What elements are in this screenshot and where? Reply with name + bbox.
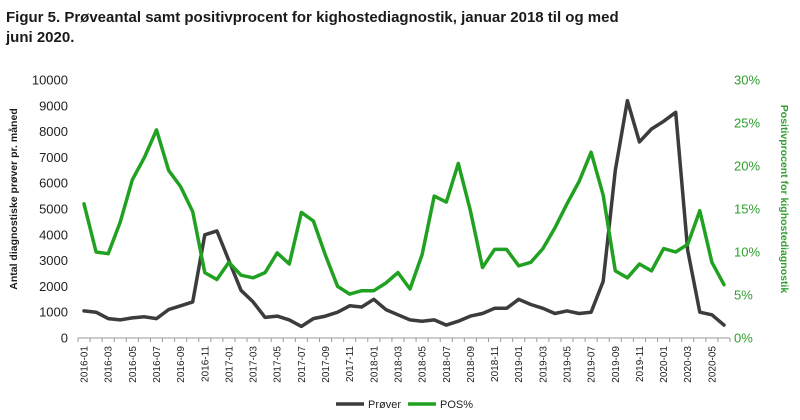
y-left-tick-label: 9000: [39, 98, 68, 113]
x-tick-label: 2016-05: [128, 346, 139, 383]
x-tick-label: 2020-01: [659, 346, 670, 383]
y-right-tick-label: 0%: [734, 331, 753, 346]
x-tick-label: 2017-05: [273, 346, 284, 383]
x-tick-label: 2016-01: [80, 346, 91, 383]
legend-label-prover: Prøver: [368, 399, 401, 411]
chart-title: Figur 5. Prøveantal samt positivprocent …: [6, 9, 619, 46]
x-tick-label: 2016-07: [152, 346, 163, 383]
legend: Prøver POS%: [336, 399, 473, 411]
x-tick-label: 2018-09: [466, 346, 477, 383]
x-tick-label: 2019-03: [538, 346, 549, 383]
series-lines: [82, 98, 726, 329]
y-right-tick-label: 30%: [734, 73, 760, 88]
x-tick-label: 2018-05: [418, 346, 429, 383]
x-tick-label: 2020-03: [683, 346, 694, 383]
x-tick-label: 2019-07: [587, 346, 598, 383]
x-tick-label: 2017-09: [321, 346, 332, 383]
x-tick-label: 2016-09: [176, 346, 187, 383]
x-tick-label: 2019-09: [611, 346, 622, 383]
y-right-tick-label: 20%: [734, 159, 760, 174]
y-left-tick-label: 6000: [39, 176, 68, 191]
y-left-tick-label: 8000: [39, 124, 68, 139]
y-left-tick-label: 5000: [39, 202, 68, 217]
y-left-tick-label: 4000: [39, 227, 68, 242]
x-tick-label: 2017-07: [297, 346, 308, 383]
y-right-tick-label: 5%: [734, 288, 753, 303]
x-tick-label: 2019-11: [635, 346, 646, 382]
x-tick-label: 2017-03: [249, 346, 260, 383]
y-axis-right-label: Positivprocent for kighostediagnostik: [778, 105, 790, 294]
y-left-tick-label: 0: [61, 331, 68, 346]
x-tick-label: 2018-01: [369, 346, 380, 383]
y-right-tick-label: 25%: [734, 116, 760, 131]
y-axis-left-label: Antal diagnostiske prøver pr. måned: [8, 108, 20, 289]
axes: 0 1000 2000 3000 4000 5000 6000 7000 8000 9000 100…: [32, 73, 761, 383]
x-tick-label: 2019-05: [563, 346, 574, 383]
y-left-tick-label: 3000: [39, 253, 68, 268]
x-tick-label: 2017-11: [345, 346, 356, 382]
x-tick-label: 2016-11: [200, 346, 211, 382]
y-right-tick-label: 10%: [734, 245, 760, 260]
y-left-tick-label: 2000: [39, 279, 68, 294]
legend-label-pos: POS%: [440, 399, 473, 411]
x-tick-label: 2019-01: [514, 346, 525, 383]
x-tick-label: 2016-03: [104, 346, 115, 383]
y-left-tick-label: 10000: [32, 73, 68, 88]
x-tick-label: 2017-01: [224, 346, 235, 383]
series-line-prover: [82, 98, 726, 329]
x-tick-label: 2018-07: [442, 346, 453, 383]
y-left-tick-label: 7000: [39, 150, 68, 165]
y-left-tick-label: 1000: [39, 305, 68, 320]
series-line-pos-percent: [82, 128, 726, 296]
y-right-tick-label: 15%: [734, 202, 760, 217]
x-tick-label: 2018-11: [490, 346, 501, 382]
x-tick-label: 2020-05: [707, 346, 718, 383]
x-tick-label: 2018-03: [393, 346, 404, 383]
